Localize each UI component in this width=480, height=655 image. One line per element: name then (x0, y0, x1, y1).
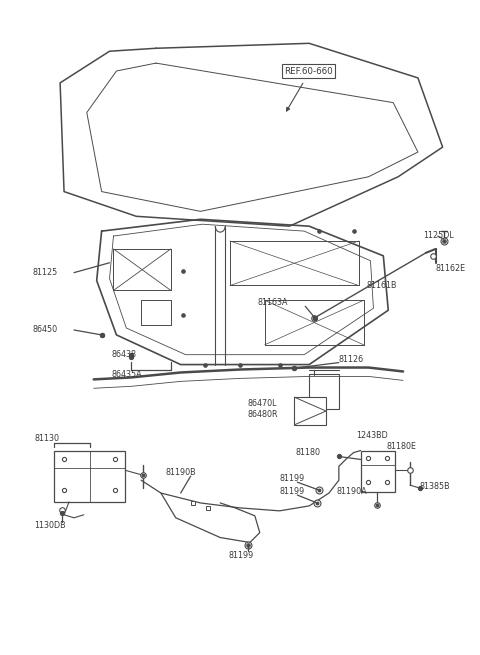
Text: 81161B: 81161B (367, 281, 397, 290)
Text: 86480R: 86480R (248, 411, 278, 419)
Text: 1130DB: 1130DB (35, 521, 66, 530)
FancyBboxPatch shape (294, 397, 326, 425)
Text: 81163A: 81163A (258, 298, 288, 307)
FancyBboxPatch shape (54, 451, 125, 502)
Text: 81190B: 81190B (166, 468, 196, 477)
Text: 86450: 86450 (33, 326, 58, 335)
Text: 81199: 81199 (228, 551, 253, 560)
Text: 1243BD: 1243BD (357, 431, 388, 440)
Text: 81180: 81180 (295, 448, 320, 457)
Text: 86435A: 86435A (111, 370, 142, 379)
FancyBboxPatch shape (309, 375, 339, 409)
Text: 81125: 81125 (33, 268, 58, 277)
Text: 81180E: 81180E (386, 442, 416, 451)
Text: 1125DL: 1125DL (423, 231, 454, 240)
Text: 81190A: 81190A (337, 487, 368, 496)
Text: 81385B: 81385B (420, 481, 451, 491)
Text: 81126: 81126 (339, 355, 364, 364)
Text: REF.60-660: REF.60-660 (285, 67, 333, 75)
FancyBboxPatch shape (360, 451, 395, 492)
Text: 86438: 86438 (111, 350, 136, 359)
Text: 81199: 81199 (279, 474, 305, 483)
Text: 81162E: 81162E (436, 264, 466, 273)
Text: 81130: 81130 (35, 434, 60, 443)
Text: 86470L: 86470L (248, 399, 277, 407)
Text: 81199: 81199 (279, 487, 305, 496)
